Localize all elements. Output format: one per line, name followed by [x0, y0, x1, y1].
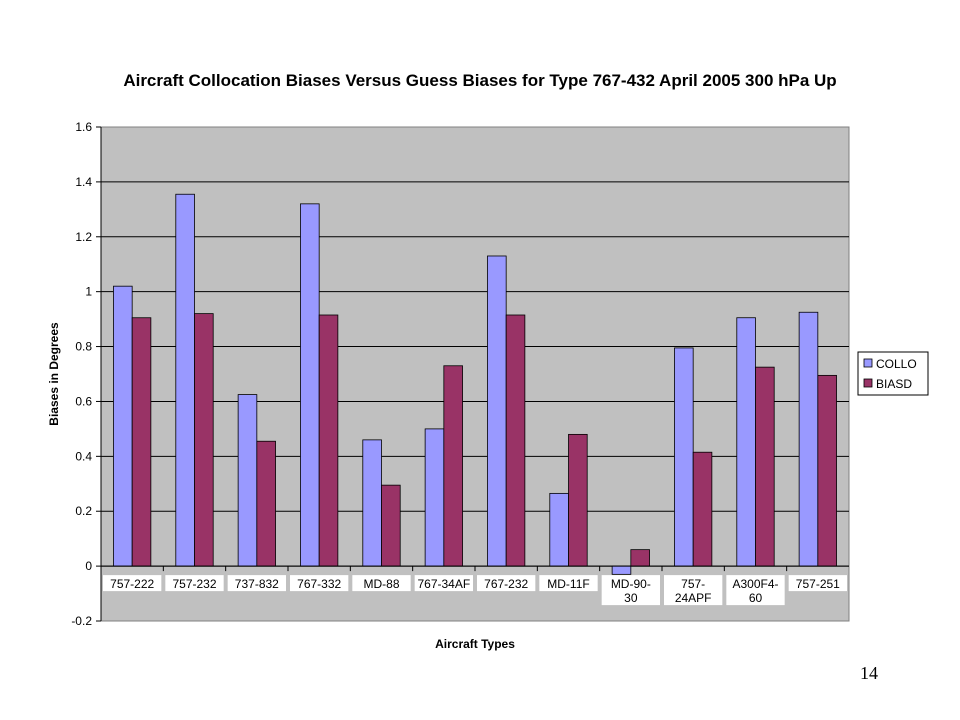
category-label: 30 — [624, 591, 638, 605]
legend-swatch-collo — [863, 358, 873, 368]
category-label-bg — [227, 575, 286, 592]
chart-title: Aircraft Collocation Biases Versus Guess… — [123, 71, 836, 90]
legend-label-biasd: BIASD — [876, 377, 912, 391]
category-label: 767-232 — [484, 577, 528, 591]
legend-label-collo: COLLO — [876, 357, 917, 371]
y-tick-label: 1 — [85, 285, 92, 299]
category-label-bg — [414, 575, 473, 592]
bar-collo — [237, 394, 258, 567]
page-number: 14 — [860, 663, 878, 683]
category-label: MD-90- — [611, 577, 651, 591]
bar-collo — [300, 203, 320, 567]
legend: COLLO BIASD — [857, 351, 929, 396]
category-label-bg — [788, 575, 847, 592]
bar-collo — [549, 492, 569, 567]
y-tick-label: 1.4 — [75, 175, 92, 189]
category-label: 767-34AF — [417, 577, 470, 591]
category-label-bg — [477, 575, 536, 592]
category-label: 767-332 — [297, 577, 341, 591]
category-label-bg — [352, 575, 411, 592]
category-label: 60 — [749, 591, 763, 605]
y-tick-label: 0 — [85, 559, 92, 573]
bar-collo — [175, 193, 195, 567]
bar-collo — [362, 439, 382, 567]
category-label: MD-11F — [547, 577, 589, 591]
category-label-bg — [601, 575, 660, 606]
y-axis-title: Biases in Degrees — [47, 322, 61, 426]
category-label-bg — [165, 575, 224, 592]
category-label: 757-232 — [172, 577, 216, 591]
category-label: 737-832 — [235, 577, 279, 591]
x-axis: 757-222 757-232 737-832 767-332 MD-88 767-34A… — [100, 565, 849, 606]
bar-biasd — [755, 366, 775, 567]
y-tick-label: 0.6 — [75, 394, 92, 408]
bar-biasd — [692, 451, 713, 567]
bar-collo — [113, 285, 133, 567]
y-tick-label: 1.2 — [75, 230, 92, 244]
category-label: 757- — [681, 577, 705, 591]
bar-biasd — [256, 440, 276, 567]
x-axis-title: Aircraft Types — [435, 637, 515, 651]
category-label-bg — [664, 575, 723, 606]
bar-biasd — [568, 433, 588, 567]
bars — [113, 193, 837, 575]
y-tick-label: -0.2 — [71, 614, 92, 628]
category-label: MD-88 — [363, 577, 399, 591]
y-tick-label: 0.8 — [75, 340, 92, 354]
bar-collo — [611, 565, 632, 575]
bar-biasd — [194, 313, 214, 567]
category-label-bg — [726, 575, 785, 606]
bar-biasd — [505, 314, 526, 567]
y-axis: -0.2 0 0.2 0.4 0.6 0.8 1 1.2 1.4 1.6 — [71, 120, 102, 628]
bar-collo — [736, 317, 756, 567]
bar-biasd — [443, 365, 463, 567]
category-label: A300F4- — [732, 577, 778, 591]
category-label: 757-222 — [110, 577, 154, 591]
y-tick-label: 0.2 — [75, 504, 92, 518]
bar-collo — [674, 347, 694, 567]
bar-biasd — [318, 314, 339, 567]
bar-biasd — [131, 317, 152, 567]
bar-biasd — [817, 374, 837, 567]
bar-collo — [798, 311, 819, 567]
category-label: 24APF — [675, 591, 712, 605]
legend-swatch-biasd — [863, 378, 873, 388]
bar-collo — [424, 428, 445, 567]
category-label-bg — [103, 575, 162, 592]
category-label: 757-251 — [796, 577, 840, 591]
bar-collo — [487, 255, 507, 567]
bar-biasd — [630, 549, 650, 567]
category-label-bg — [539, 575, 598, 592]
y-tick-label: 0.4 — [75, 449, 92, 463]
y-tick-label: 1.6 — [75, 120, 92, 134]
bar-biasd — [381, 484, 401, 567]
plot-area — [100, 126, 850, 622]
category-label-bg — [290, 575, 349, 592]
